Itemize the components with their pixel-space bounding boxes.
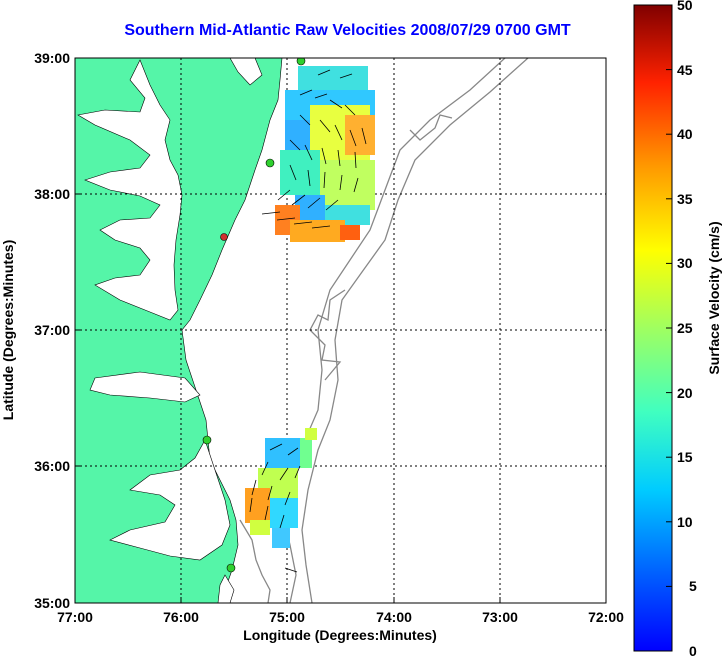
velocity-field-south bbox=[245, 428, 317, 548]
x-tick: 75:00 bbox=[269, 609, 305, 625]
colorbar-tick: 0 bbox=[689, 643, 697, 659]
colorbar-tick: 20 bbox=[677, 385, 693, 401]
lower-coast-water bbox=[217, 574, 235, 603]
y-tick-labels: 39:00 38:00 37:00 36:00 35:00 bbox=[34, 50, 70, 611]
y-tick: 35:00 bbox=[34, 595, 70, 611]
station-marker bbox=[202, 435, 212, 445]
colorbar-tick: 45 bbox=[677, 62, 693, 78]
colorbar-tick: 10 bbox=[677, 514, 693, 530]
y-tick: 38:00 bbox=[34, 186, 70, 202]
chesapeake-bay bbox=[77, 59, 183, 321]
y-tick: 39:00 bbox=[34, 50, 70, 66]
tick-marks bbox=[75, 193, 501, 603]
albemarle-sound bbox=[89, 371, 201, 403]
radar-stations bbox=[202, 58, 306, 573]
colorbar-tick: 35 bbox=[677, 191, 693, 207]
colorbar-tick: 50 bbox=[677, 0, 693, 13]
colorbar-tick: 15 bbox=[677, 449, 693, 465]
pamlico-sound bbox=[109, 439, 231, 561]
x-tick-labels: 77:00 76:00 75:00 74:00 73:00 72:00 bbox=[57, 609, 624, 625]
bathymetry-contours bbox=[239, 58, 529, 603]
velocity-arrows bbox=[249, 69, 367, 573]
x-axis-label: Longitude (Degrees:Minutes) bbox=[243, 627, 437, 643]
x-tick: 72:00 bbox=[588, 609, 624, 625]
colorbar-tick: 25 bbox=[677, 320, 693, 336]
colorbar-tick: 5 bbox=[689, 578, 697, 594]
colorbar bbox=[633, 4, 673, 652]
x-tick: 76:00 bbox=[163, 609, 199, 625]
station-marker bbox=[296, 58, 306, 66]
y-axis-label: Latitude (Degrees:Minutes) bbox=[0, 240, 16, 420]
colorbar-tick: 40 bbox=[677, 126, 693, 142]
y-tick: 36:00 bbox=[34, 458, 70, 474]
x-tick: 74:00 bbox=[376, 609, 412, 625]
delaware-bay bbox=[229, 58, 263, 86]
station-marker bbox=[265, 158, 275, 168]
map-title: Southern Mid-Atlantic Raw Velocities 200… bbox=[124, 22, 571, 39]
station-marker bbox=[226, 563, 236, 573]
colorbar-label: Surface Velocity (cm/s) bbox=[706, 221, 722, 374]
colorbar-ticks bbox=[666, 4, 672, 587]
x-tick: 73:00 bbox=[482, 609, 518, 625]
station-marker bbox=[220, 233, 228, 241]
colorbar-tick: 30 bbox=[677, 255, 693, 271]
x-tick: 77:00 bbox=[57, 609, 93, 625]
y-tick: 37:00 bbox=[34, 322, 70, 338]
colorbar-tick-labels: 50 45 40 35 30 25 20 15 10 5 0 bbox=[677, 0, 697, 659]
velocity-field-north bbox=[275, 66, 375, 242]
